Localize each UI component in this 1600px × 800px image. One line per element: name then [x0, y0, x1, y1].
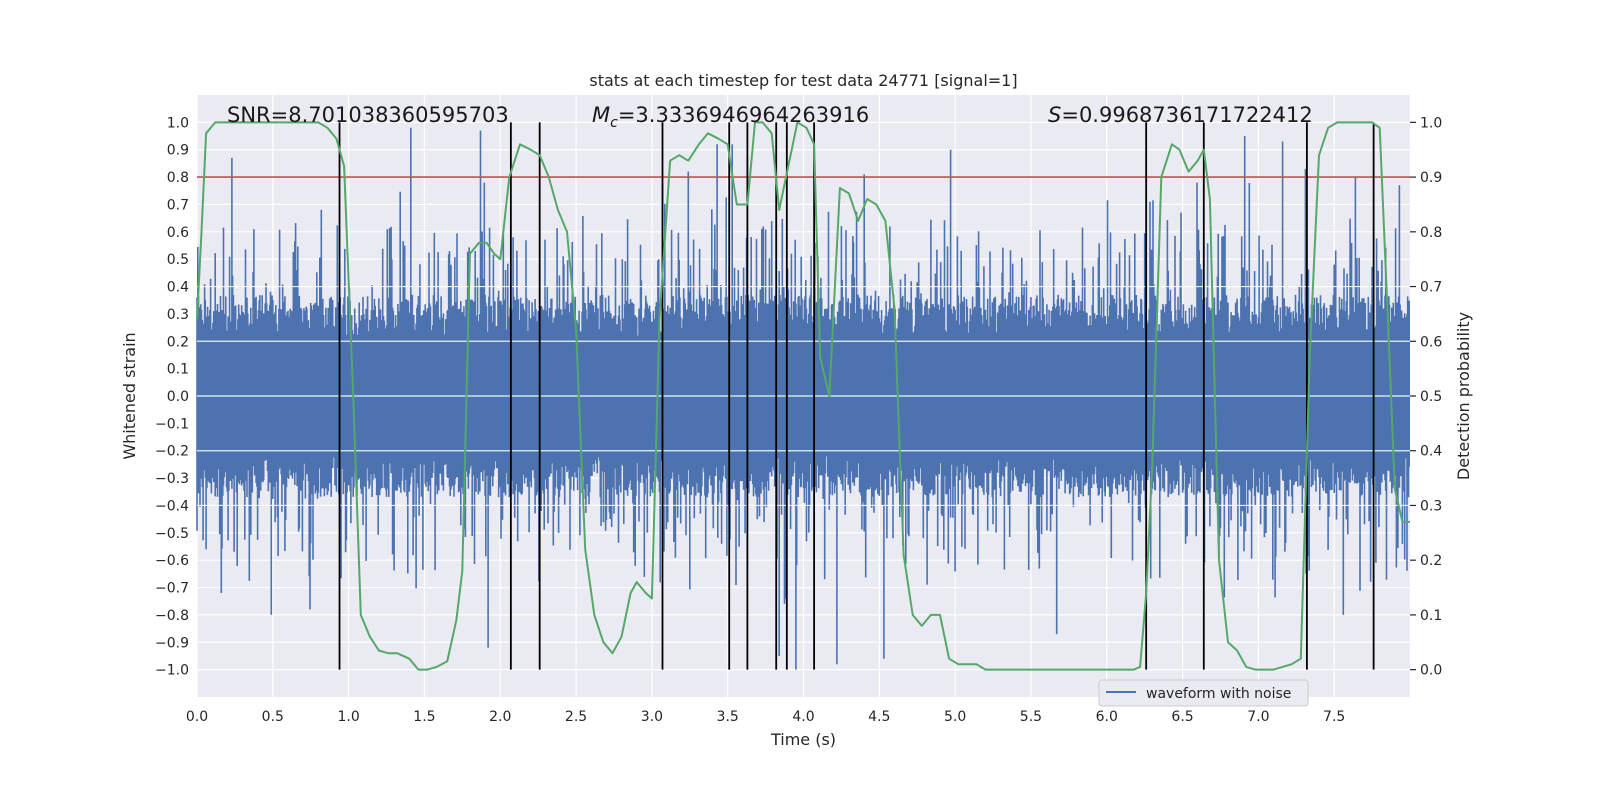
x-tick-label: 0.5 [262, 709, 284, 725]
s-value: =0.9968736171722412 [1061, 103, 1312, 127]
x-tick-label: 0.0 [186, 709, 208, 725]
vertical-lines [338, 122, 1375, 670]
y-left-tick-label: 0.9 [167, 143, 189, 159]
waveform-series [196, 127, 1410, 670]
y-left-tick-label: 0.7 [167, 197, 189, 213]
legend-box [1098, 679, 1309, 707]
y-left-tick-label: 0.3 [167, 307, 189, 323]
snr-annotation: SNR=8.701038360595703 [227, 103, 509, 127]
y-left-tick-label: −0.7 [155, 581, 189, 597]
x-tick-label: 3.5 [717, 709, 739, 725]
y-right-tick-label: 0.3 [1420, 498, 1442, 514]
y-right-tick-label: 0.5 [1420, 389, 1442, 405]
mc-value: =3.3336946964263916 [618, 103, 869, 127]
y-left-tick-label: 0.4 [167, 280, 189, 296]
x-tick-label: 6.0 [1096, 709, 1118, 725]
y-axis-right-label: Detection probability [1454, 312, 1473, 480]
x-tick-label: 7.5 [1323, 709, 1345, 725]
y-right-tick-label: 0.8 [1420, 225, 1442, 241]
y-right-tick-label: 0.7 [1420, 280, 1442, 296]
x-tick-label: 2.0 [489, 709, 511, 725]
y-left-tick-label: 1.0 [167, 115, 189, 131]
mc-symbol: M [592, 103, 610, 127]
y-axis-left-label: Whitened strain [120, 332, 139, 459]
y-left-tick-label: 0.6 [167, 225, 189, 241]
y-right-tick-label: 0.9 [1420, 170, 1442, 186]
y-left-tick-label: −0.9 [155, 635, 189, 651]
y-right-tick-label: 0.0 [1420, 663, 1442, 679]
x-tick-label: 4.0 [792, 709, 814, 725]
s-symbol: S [1048, 103, 1061, 127]
legend: waveform with noise [1098, 679, 1309, 707]
y-left-tick-label: 0.0 [167, 389, 189, 405]
y-right-tick-label: 0.2 [1420, 553, 1442, 569]
y-left-tick-label: −1.0 [155, 663, 189, 679]
y-left-tick-label: −0.6 [155, 553, 189, 569]
x-tick-label: 2.5 [565, 709, 587, 725]
y-left-tick-label: −0.3 [155, 471, 189, 487]
x-tick-label: 4.5 [868, 709, 890, 725]
x-tick-label: 3.0 [641, 709, 663, 725]
y-left-tick-label: −0.5 [155, 526, 189, 542]
x-axis-label: Time (s) [770, 730, 836, 749]
chart-title: stats at each timestep for test data 247… [589, 71, 1017, 90]
s-annotation: S=0.9968736171722412 [1048, 103, 1313, 127]
chirp-mass-annotation: Mc=3.3336946964263916 [592, 103, 869, 131]
y-left-tick-label: 0.2 [167, 334, 189, 350]
tick-labels: 0.0 0.5 1.0 1.5 2.0 2.5 3.0 3.5 4.0 4.5 5.0 5.5 6.0 6… [155, 115, 1442, 725]
y-left-tick-label: 0.8 [167, 170, 189, 186]
y-left-tick-label: −0.8 [155, 608, 189, 624]
y-right-tick-label: 1.0 [1420, 115, 1442, 131]
legend-entry-waveform: waveform with noise [1146, 686, 1291, 702]
y-left-tick-label: −0.1 [155, 416, 189, 432]
y-left-tick-label: −0.2 [155, 444, 189, 460]
x-tick-label: 5.5 [1020, 709, 1042, 725]
mc-subscript: c [610, 115, 618, 131]
probability-series [196, 121, 1410, 671]
y-left-tick-label: 0.1 [167, 362, 189, 378]
x-tick-label: 1.5 [413, 709, 435, 725]
y-right-tick-label: 0.4 [1420, 444, 1442, 460]
y-right-tick-label: 0.1 [1420, 608, 1442, 624]
y-left-tick-label: 0.5 [167, 252, 189, 268]
y-left-tick-label: −0.4 [155, 498, 189, 514]
x-tick-label: 7.0 [1247, 709, 1269, 725]
x-tick-label: 5.0 [944, 709, 966, 725]
probability-line [196, 121, 1410, 671]
x-tick-label: 1.0 [337, 709, 359, 725]
x-tick-label: 6.5 [1171, 709, 1193, 725]
y-right-tick-label: 0.6 [1420, 334, 1442, 350]
